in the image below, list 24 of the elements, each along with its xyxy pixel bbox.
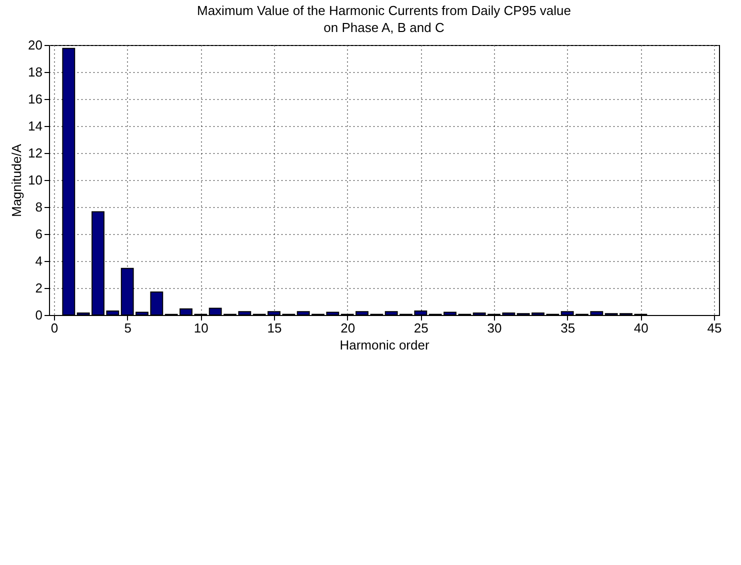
x-tick-label: 35 [560,320,576,336]
y-tick-label: 2 [35,280,42,296]
y-tick-label: 4 [35,254,42,268]
y-tick-label: 8 [35,200,42,214]
y-tick-label: 10 [28,172,42,188]
x-tick-label: 0 [50,320,58,336]
y-tick-label: 12 [28,146,42,160]
x-tick-label: 5 [124,320,132,336]
y-tick-label: 14 [28,118,42,134]
x-tick-label: 25 [414,320,428,336]
y-tick-label: 0 [35,308,42,322]
x-tick-label: 15 [267,320,282,336]
y-tick-label: 18 [28,64,42,80]
y-axis-title: Magnitude/A [9,144,24,217]
x-tick-label: 40 [634,320,648,336]
x-axis-title: Harmonic order [340,338,430,352]
y-tick-label: 16 [28,92,42,106]
x-tick-label: 30 [487,320,502,336]
x-tick-label: 10 [194,320,208,336]
chart-title: Maximum Value of the Harmonic Currents from Daily CP95 value on Phase A, B and C [196,3,572,35]
x-tick-label: 45 [707,320,722,336]
y-tick-label: 20 [28,38,42,52]
x-tick-label: 20 [340,320,356,336]
y-tick-label: 6 [35,226,42,242]
